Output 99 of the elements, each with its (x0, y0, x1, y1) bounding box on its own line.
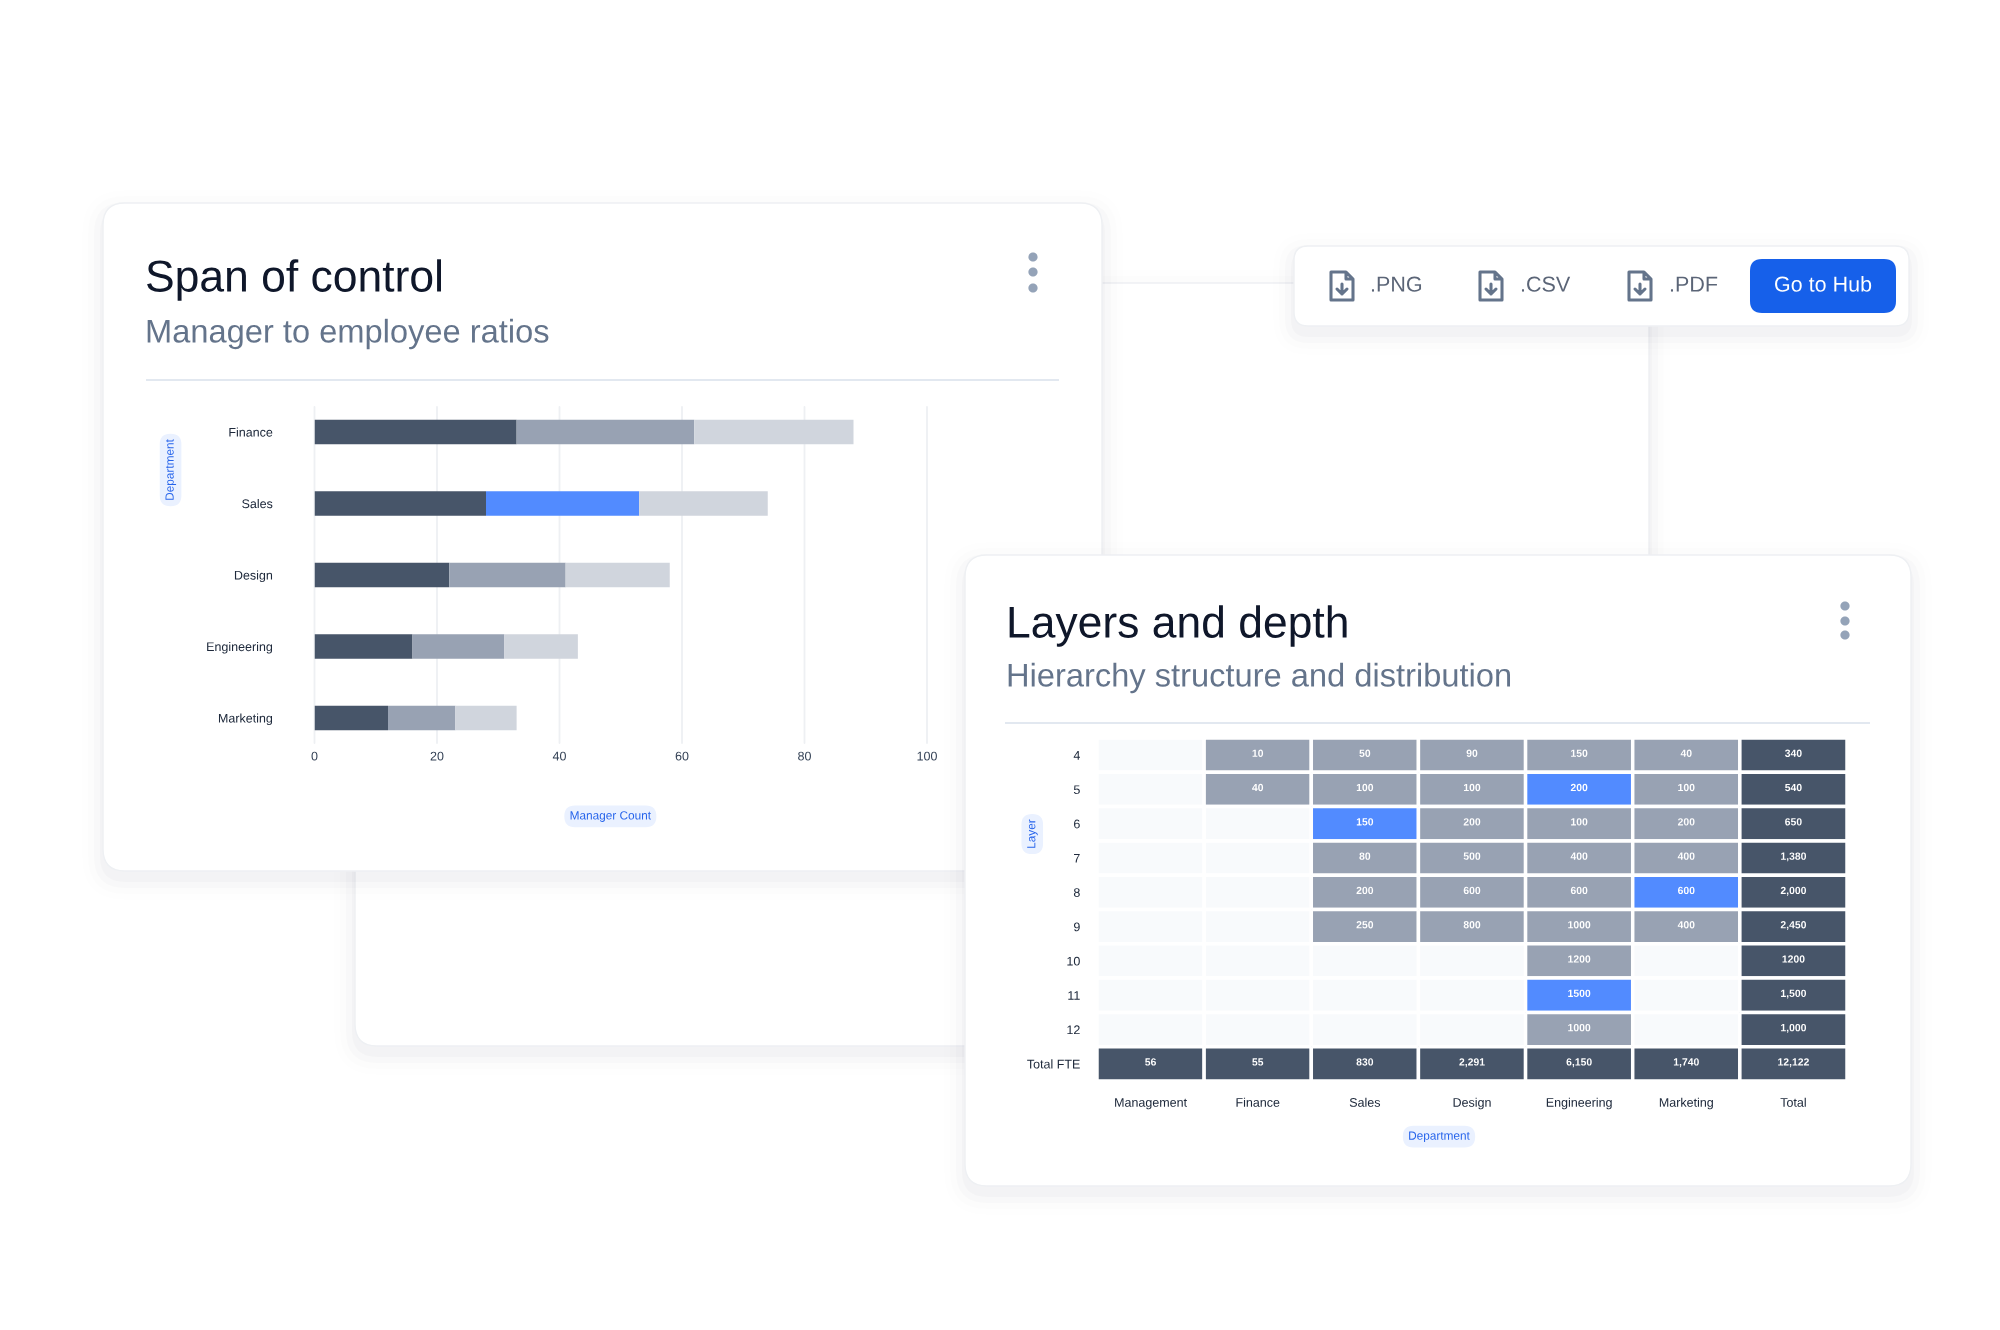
x-tick-label: Management (1115, 1098, 1187, 1110)
data-label: 1,740 (1673, 1058, 1699, 1068)
y-tick-label: 9 (1073, 922, 1080, 932)
x-tick-label: 0 (311, 751, 318, 761)
data-label: 1000 (1568, 921, 1591, 929)
y-tick-label: 10 (1067, 956, 1080, 966)
y-axis-title: Department (165, 439, 177, 500)
data-label: 200 (1463, 818, 1481, 826)
chart-title: Span of control (147, 259, 441, 301)
text: .CSV (1521, 276, 1571, 292)
y-tick-label: 7 (1074, 853, 1080, 863)
y-tick-label: Engineering (207, 641, 273, 654)
y-tick-label: 12 (1067, 1025, 1080, 1035)
x-tick-label: 80 (798, 751, 811, 761)
x-tick-label: Finance (1236, 1097, 1280, 1107)
chart-subtitle: Hierarchy structure and distribution (1008, 662, 1511, 694)
data-label: 2,291 (1459, 1058, 1485, 1068)
bar (314, 562, 450, 588)
data-label: 1,000 (1781, 1023, 1807, 1033)
bar (694, 419, 854, 445)
x-tick-label: Design (1453, 1097, 1491, 1110)
data-label: 540 (1785, 783, 1802, 792)
bar (314, 634, 413, 659)
x-tick-label: 100 (917, 751, 937, 761)
x-axis-title: Manager Count (570, 811, 651, 822)
data-label: 100 (1571, 818, 1588, 826)
x-tick-label: Engineering (1546, 1097, 1612, 1110)
data-label: 55 (1252, 1058, 1264, 1066)
bar (314, 491, 486, 516)
data-label: 800 (1463, 921, 1481, 929)
data-label: 1200 (1782, 955, 1805, 963)
bar (455, 705, 517, 731)
chart-title: Layers and depth (1009, 605, 1347, 647)
x-tick-label: 40 (552, 751, 566, 761)
data-label: 600 (1677, 886, 1695, 895)
data-label: 2,000 (1780, 886, 1807, 896)
data-label: 40 (1252, 783, 1264, 792)
data-label: 200 (1677, 818, 1695, 826)
data-label: 150 (1356, 818, 1374, 826)
y-tick-label: Finance (229, 427, 273, 437)
data-label: 100 (1463, 783, 1481, 792)
bar (516, 419, 695, 445)
data-label: 600 (1463, 886, 1481, 895)
data-label: 50 (1359, 749, 1371, 757)
y-tick-label: 8 (1073, 888, 1080, 897)
x-tick-label: Total (1780, 1097, 1806, 1107)
data-label: 1200 (1568, 955, 1591, 963)
y-tick-label: Total FTE (1027, 1059, 1080, 1069)
data-label: 2,450 (1780, 921, 1807, 930)
data-label: 1000 (1568, 1023, 1591, 1032)
data-label: 12,122 (1778, 1058, 1809, 1068)
y-tick-label: Design (234, 570, 273, 583)
data-label: 1,380 (1781, 852, 1807, 862)
bar (565, 562, 670, 588)
data-label: 340 (1784, 749, 1802, 757)
data-label: 150 (1571, 749, 1588, 757)
bar (504, 634, 578, 659)
data-label: 650 (1785, 818, 1802, 826)
x-tick-label: Marketing (1659, 1097, 1713, 1110)
bar (449, 562, 566, 588)
data-label: 500 (1463, 852, 1481, 860)
data-label: 600 (1570, 886, 1588, 895)
data-label: 1,500 (1781, 989, 1807, 999)
data-label: 6,150 (1566, 1058, 1592, 1068)
y-tick-label: 11 (1068, 991, 1080, 1000)
data-label: 90 (1466, 749, 1478, 757)
x-tick-label: 60 (675, 751, 689, 761)
x-axis-title: Department (1409, 1131, 1470, 1143)
data-label: 80 (1359, 852, 1371, 860)
y-axis-title: Layer (1027, 819, 1038, 848)
data-label: 200 (1356, 886, 1374, 895)
y-tick-label: Sales (242, 498, 273, 509)
text: .PDF (1670, 276, 1718, 292)
data-label: 10 (1252, 749, 1264, 757)
data-label: 100 (1678, 783, 1695, 792)
text: Go to Hub (1775, 275, 1872, 292)
data-label: 1500 (1568, 989, 1591, 998)
data-label: 200 (1570, 783, 1588, 792)
y-tick-label: Marketing (218, 713, 273, 726)
bar (314, 705, 388, 731)
data-label: 400 (1677, 921, 1695, 929)
data-label: 400 (1677, 852, 1695, 860)
data-label: 56 (1145, 1058, 1156, 1066)
chart-subtitle: Manager to employee ratios (147, 318, 549, 350)
y-tick-label: 5 (1073, 785, 1080, 795)
text: .PNG (1371, 276, 1422, 292)
y-tick-label: 6 (1074, 819, 1080, 829)
data-label: 250 (1356, 921, 1374, 929)
x-tick-label: 20 (430, 751, 444, 761)
bar (388, 705, 456, 731)
y-tick-label: 4 (1073, 751, 1080, 760)
data-label: 100 (1356, 783, 1374, 792)
bar (639, 491, 768, 516)
bar (314, 419, 517, 445)
bar (486, 491, 640, 516)
x-tick-label: Sales (1349, 1097, 1381, 1107)
bar (412, 634, 505, 659)
data-label: 830 (1356, 1058, 1374, 1066)
data-label: 400 (1570, 852, 1588, 860)
